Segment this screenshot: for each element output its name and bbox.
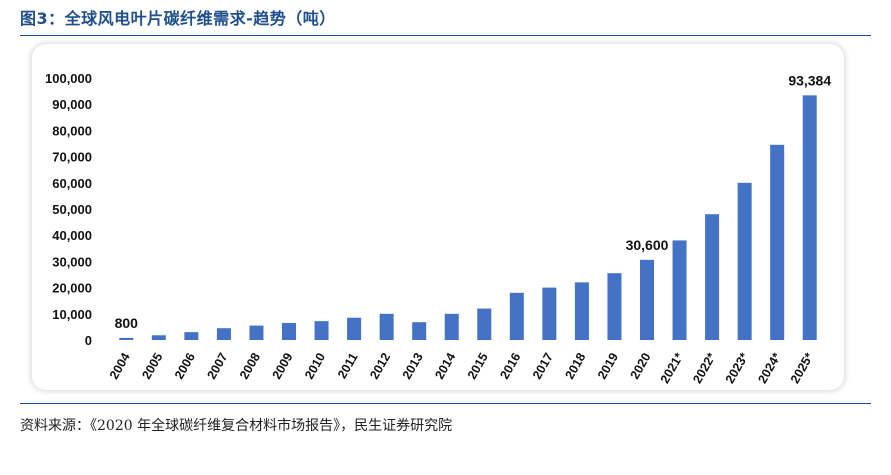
bar-2025-forecast — [802, 95, 817, 340]
title-divider — [20, 35, 871, 36]
figure-title: 图3：全球风电叶片碳纤维需求-趋势（吨） — [20, 9, 336, 28]
y-tick-label: 60,000 — [52, 176, 92, 191]
bar-2018 — [574, 282, 589, 340]
x-tick-label: 2024* — [755, 350, 784, 385]
bar-series — [119, 95, 817, 340]
x-tick-label: 2013 — [400, 350, 426, 381]
x-tick-label: 2011 — [335, 350, 361, 381]
x-axis: 2004 2005 2006 2007 2008 2009 2010 2011 2012 2013… — [107, 350, 817, 385]
x-tick-label: 2008 — [237, 350, 263, 381]
bar-2005 — [151, 335, 166, 340]
x-tick-label: 2019 — [595, 350, 621, 381]
bar-2014 — [444, 313, 459, 340]
bar-2022-forecast — [705, 214, 720, 340]
x-tick-label: 2023* — [723, 350, 752, 385]
y-tick-label: 100,000 — [45, 71, 92, 86]
x-tick-label: 2004 — [107, 350, 133, 381]
data-label: 30,600 — [626, 237, 669, 253]
y-tick-label: 70,000 — [52, 150, 92, 165]
x-tick-label: 2020 — [628, 350, 654, 381]
bar-2009 — [282, 322, 296, 340]
bar-2019 — [607, 273, 622, 340]
x-tick-label: 2015 — [465, 350, 491, 381]
bar-2010 — [314, 321, 329, 340]
data-label: 800 — [115, 315, 139, 331]
bar-2021-forecast — [672, 240, 687, 340]
bar-2012 — [379, 313, 394, 340]
x-tick-label: 2022* — [690, 350, 719, 385]
bar-2023-forecast — [737, 182, 752, 340]
bar-2024-forecast — [770, 144, 785, 340]
y-tick-label: 50,000 — [52, 202, 92, 217]
x-tick-label: 2007 — [204, 350, 230, 381]
bar-2004 — [119, 337, 134, 340]
x-tick-label: 2012 — [367, 350, 393, 381]
source-note: 资料来源：《2020 年全球碳纤维复合材料市场报告》，民生证券研究院 — [20, 418, 453, 434]
x-tick-label: 2018 — [562, 350, 588, 381]
bar-2020 — [640, 259, 654, 340]
bar-2007 — [216, 328, 231, 340]
y-tick-label: 20,000 — [52, 281, 92, 296]
x-tick-label: 2016 — [497, 350, 523, 381]
data-labels: 800 30,600 93,384 — [115, 72, 832, 331]
source-divider — [20, 403, 871, 404]
bar-2015 — [477, 308, 492, 340]
x-tick-label: 2010 — [302, 350, 328, 381]
y-tick-label: 30,000 — [52, 254, 92, 269]
bar-2011 — [347, 317, 362, 340]
y-axis: 0 10,000 20,000 30,000 40,000 50,000 60,000 70,… — [45, 71, 92, 348]
x-tick-label: 2021* — [658, 350, 687, 385]
bar-2006 — [184, 332, 199, 340]
bar-2008 — [249, 325, 264, 340]
y-tick-label: 40,000 — [52, 228, 92, 243]
y-tick-label: 90,000 — [52, 97, 92, 112]
bar-2013 — [412, 322, 427, 340]
x-tick-label: 2025* — [788, 350, 817, 385]
x-tick-label: 2014 — [432, 350, 458, 381]
x-tick-label: 2017 — [530, 350, 556, 381]
y-tick-label: 80,000 — [52, 123, 92, 138]
bar-2017 — [542, 287, 557, 340]
x-tick-label: 2005 — [139, 350, 165, 381]
data-label: 93,384 — [788, 72, 831, 88]
x-tick-label: 2006 — [172, 350, 198, 381]
y-tick-label: 10,000 — [52, 307, 92, 322]
bar-2016 — [509, 292, 524, 340]
y-tick-label: 0 — [85, 333, 92, 348]
x-tick-label: 2009 — [270, 350, 296, 381]
